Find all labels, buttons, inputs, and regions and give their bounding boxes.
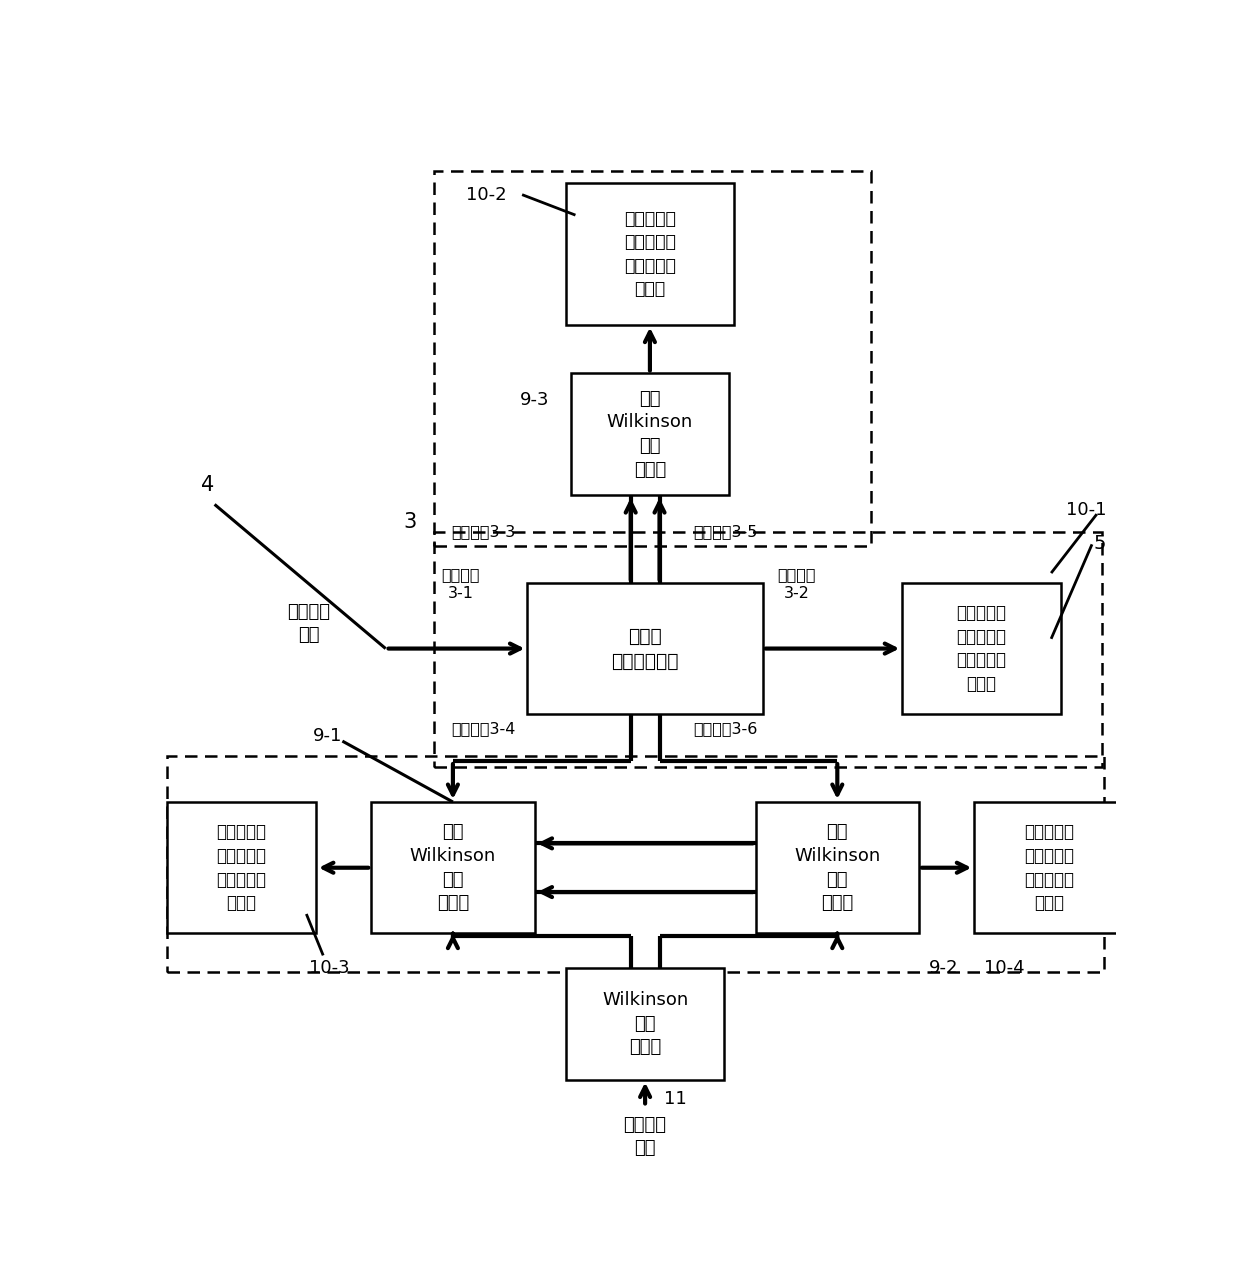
Text: 第五端口3-5: 第五端口3-5 [693, 524, 758, 539]
Text: 第一端口
3-1: 第一端口 3-1 [441, 567, 480, 601]
Text: 第三
Wilkinson
功率
合成器: 第三 Wilkinson 功率 合成器 [606, 390, 693, 478]
Text: 第二
Wilkinson
功率
合成器: 第二 Wilkinson 功率 合成器 [794, 824, 880, 912]
Bar [167, 802, 316, 934]
Text: 9-3: 9-3 [520, 391, 549, 409]
Bar [434, 171, 870, 546]
Text: 10-3: 10-3 [309, 959, 350, 977]
Text: Wilkinson
功率
分配器: Wilkinson 功率 分配器 [601, 990, 688, 1056]
Text: 9-1: 9-1 [314, 727, 342, 745]
Text: 参考信号
输入: 参考信号 输入 [624, 1116, 667, 1157]
Bar [527, 583, 763, 715]
Bar [371, 802, 534, 934]
Text: 第四端口3-4: 第四端口3-4 [451, 721, 516, 736]
Text: 9-2: 9-2 [929, 959, 959, 977]
Text: 第一间接加
热式垂直纳
米微波功率
传感器: 第一间接加 热式垂直纳 米微波功率 传感器 [956, 605, 1007, 693]
Text: 第三端口3-3: 第三端口3-3 [451, 524, 516, 539]
Text: 第二端口
3-2: 第二端口 3-2 [777, 567, 816, 601]
Bar [903, 583, 1060, 715]
Text: 第三间接加
热式垂直纳
米微波功率
传感器: 第三间接加 热式垂直纳 米微波功率 传感器 [217, 824, 267, 912]
Bar [755, 802, 919, 934]
Text: 第二间接加
热式垂直纳
米微波功率
传感器: 第二间接加 热式垂直纳 米微波功率 传感器 [624, 210, 676, 299]
Text: 4: 4 [201, 474, 215, 495]
Text: 第六端口3-6: 第六端口3-6 [693, 721, 758, 736]
Bar [565, 968, 724, 1079]
Bar [975, 802, 1123, 934]
Text: 10-1: 10-1 [1066, 501, 1106, 519]
Text: 3: 3 [403, 512, 417, 533]
Text: 第四间接加
热式垂直纳
米微波功率
传感器: 第四间接加 热式垂直纳 米微波功率 传感器 [1024, 824, 1074, 912]
Bar [434, 531, 1101, 768]
Text: 六端口
悬臂梁耦合器: 六端口 悬臂梁耦合器 [611, 626, 678, 670]
Text: 10-2: 10-2 [466, 186, 507, 204]
Bar [570, 373, 729, 495]
Bar [166, 755, 1105, 972]
Bar [565, 183, 734, 325]
Text: 5: 5 [1094, 534, 1106, 553]
Text: 第一
Wilkinson
功率
合成器: 第一 Wilkinson 功率 合成器 [409, 824, 496, 912]
Text: 11: 11 [665, 1089, 687, 1108]
Text: 10-4: 10-4 [985, 959, 1025, 977]
Text: 待测信号
输入: 待测信号 输入 [288, 603, 330, 644]
